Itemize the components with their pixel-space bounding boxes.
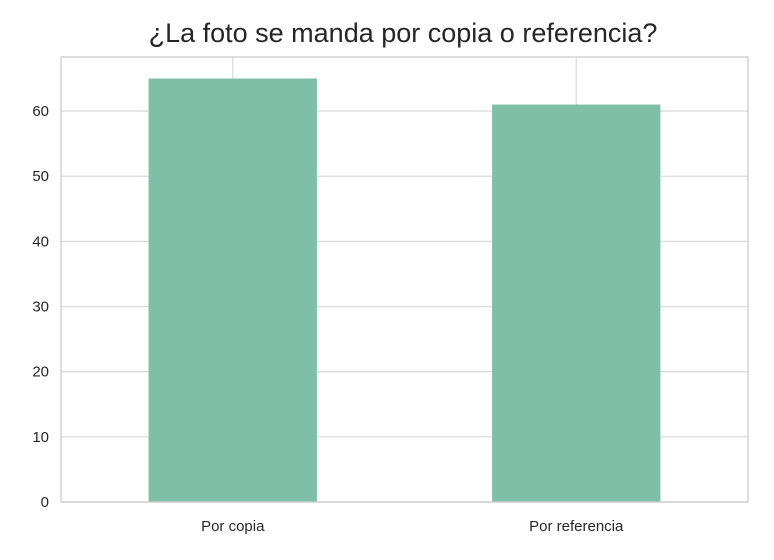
x-tick-label: Por copia bbox=[201, 518, 265, 535]
y-tick-label: 30 bbox=[32, 299, 49, 316]
y-tick-label: 60 bbox=[32, 103, 49, 120]
y-tick-label: 0 bbox=[41, 494, 49, 511]
y-tick-label: 20 bbox=[32, 364, 49, 381]
plot-frame bbox=[60, 56, 749, 503]
y-tick-label: 10 bbox=[32, 429, 49, 446]
y-axis: 0 10 20 30 40 50 60 bbox=[32, 103, 49, 511]
y-tick-label: 50 bbox=[32, 168, 49, 185]
bar-por-copia bbox=[148, 78, 317, 502]
x-axis: Por copia Por referencia bbox=[201, 518, 624, 535]
chart-title: ¿La foto se manda por copia o referencia… bbox=[148, 18, 658, 48]
bars bbox=[148, 78, 661, 502]
y-tick-label: 40 bbox=[32, 233, 49, 250]
bar-por-referencia bbox=[492, 104, 661, 502]
x-tick-label: Por referencia bbox=[529, 518, 624, 535]
